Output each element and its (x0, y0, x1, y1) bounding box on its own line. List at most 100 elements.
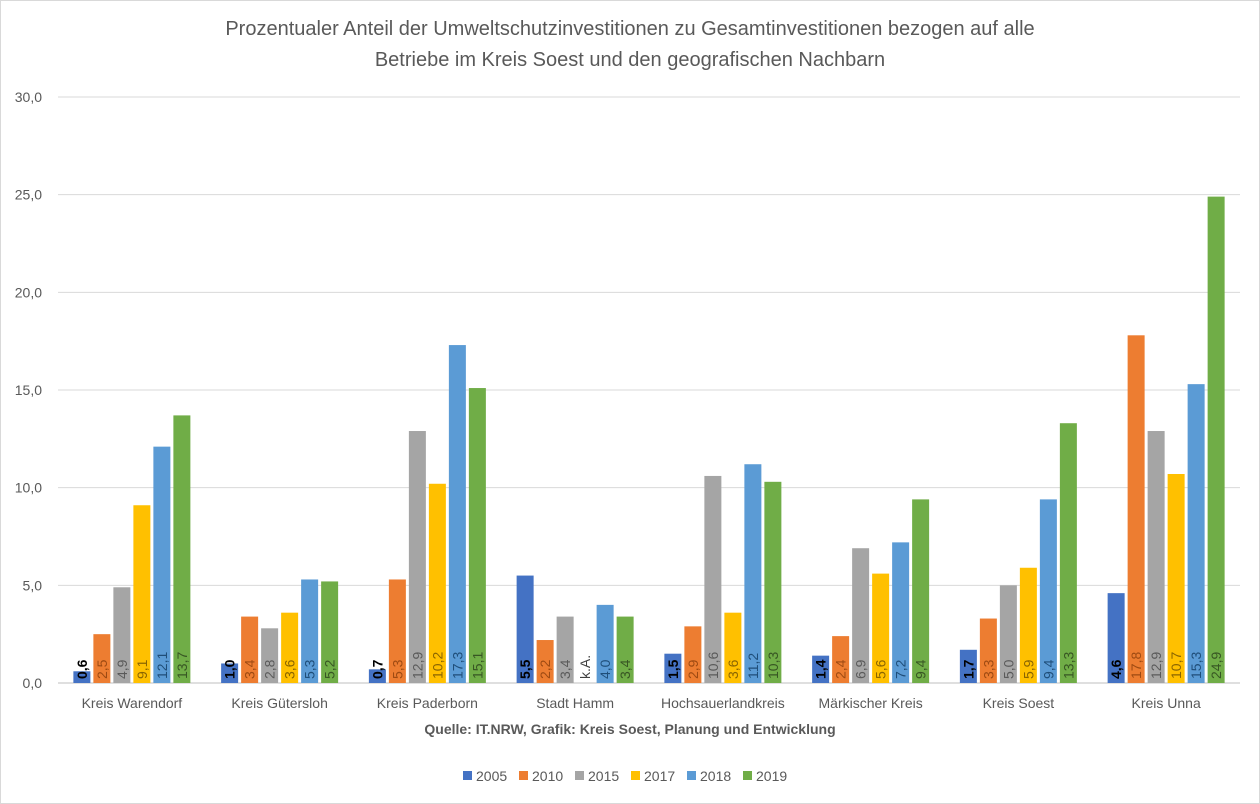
bar-2018 (892, 542, 910, 683)
data-label: 10,6 (705, 652, 721, 679)
bar-2017 (428, 483, 446, 683)
bar-2005 (812, 655, 830, 683)
bar-2019 (1059, 423, 1077, 683)
x-tick-label: Hochsauerlandkreis (661, 695, 785, 711)
data-label: 3,4 (242, 659, 258, 679)
data-label: 2,8 (262, 659, 278, 679)
data-label: 1,4 (813, 659, 829, 679)
y-tick-label: 15,0 (15, 382, 42, 398)
legend-swatch-2017 (631, 771, 640, 780)
data-label: 2,9 (685, 659, 701, 679)
bar-2010 (1127, 335, 1145, 683)
data-label: 10,2 (429, 652, 445, 679)
bar-2010 (93, 634, 111, 683)
x-tick-label: Kreis Soest (983, 695, 1055, 711)
data-label: 5,2 (322, 659, 338, 679)
bar-2017 (1019, 567, 1037, 683)
data-label: 4,0 (597, 659, 613, 679)
data-label: 9,1 (134, 659, 150, 679)
bar-2017 (281, 612, 299, 683)
data-label: 0,6 (74, 659, 90, 679)
data-label: 1,0 (222, 659, 238, 679)
legend-swatch-2010 (519, 771, 528, 780)
y-tick-label: 10,0 (15, 480, 42, 496)
bar-2005 (73, 671, 91, 683)
bar-2019 (764, 481, 782, 683)
data-label: 15,3 (1188, 652, 1204, 679)
bar-2005 (959, 649, 977, 683)
data-label: 17,8 (1128, 652, 1144, 679)
bar-2015 (999, 585, 1017, 683)
data-label: 12,1 (154, 652, 170, 679)
x-tick-label: Kreis Warendorf (82, 695, 183, 711)
bar-2015 (704, 475, 722, 683)
data-label: 3,6 (725, 659, 741, 679)
legend-label: 2015 (588, 768, 619, 784)
legend-label: 2005 (476, 768, 507, 784)
data-label: 11,2 (745, 653, 761, 679)
data-label: 10,3 (765, 652, 781, 679)
bar-2010 (684, 626, 702, 683)
data-label: 2,4 (833, 659, 849, 679)
data-label: 9,4 (1040, 659, 1056, 679)
legend-swatch-2018 (687, 771, 696, 780)
legend-label: 2010 (532, 768, 563, 784)
legend-label: 2017 (644, 768, 675, 784)
y-tick-label: 0,0 (23, 675, 43, 691)
data-label: 15,1 (469, 652, 485, 679)
y-tick-label: 25,0 (15, 187, 42, 203)
data-label: 2,5 (94, 659, 110, 679)
bar-2019 (912, 499, 930, 683)
chart-title-line-2: Betriebe im Kreis Soest und den geografi… (374, 49, 886, 71)
data-label: 2,2 (537, 659, 553, 679)
bar-2010 (388, 579, 406, 683)
bar-2015 (113, 587, 131, 683)
x-tick-label: Stadt Hamm (536, 695, 614, 711)
bar-2015 (852, 548, 870, 683)
bar-2019 (616, 616, 634, 683)
bar-2015 (556, 616, 574, 683)
bar-2018 (596, 604, 614, 683)
legend-swatch-2005 (463, 771, 472, 780)
data-label: 13,7 (174, 652, 190, 679)
data-label: 17,3 (449, 652, 465, 679)
data-label: 5,6 (873, 659, 889, 679)
data-label: 3,4 (617, 659, 633, 679)
data-label: 13,3 (1060, 652, 1076, 679)
data-label: 3,4 (557, 659, 573, 679)
y-tick-label: 20,0 (15, 284, 42, 300)
bar-2005 (664, 653, 682, 683)
bar-2017 (1167, 473, 1185, 683)
bar-2017 (872, 573, 890, 683)
data-label: 5,0 (1000, 659, 1016, 679)
data-label: 1,7 (960, 659, 976, 679)
bar-2018 (1187, 384, 1205, 683)
data-label: 5,3 (389, 659, 405, 679)
data-label: 24,9 (1208, 652, 1224, 679)
legend-swatch-2015 (575, 771, 584, 780)
x-tick-label: Märkischer Kreis (819, 695, 923, 711)
x-tick-label: Kreis Paderborn (377, 695, 478, 711)
bar-2018 (744, 464, 762, 683)
bar-2018 (1039, 499, 1057, 683)
bar-2018 (301, 579, 319, 683)
x-tick-label: Kreis Gütersloh (231, 695, 327, 711)
legend-label: 2019 (756, 768, 787, 784)
data-label: 12,9 (1148, 652, 1164, 679)
data-label: 5,9 (1020, 659, 1036, 679)
data-label: 1,5 (665, 659, 681, 679)
bar-2018 (153, 446, 171, 683)
bar-2005 (221, 663, 239, 683)
bar-2018 (448, 345, 466, 683)
bar-2005 (1107, 593, 1125, 683)
bar-2019 (468, 388, 486, 683)
data-label: 4,6 (1108, 659, 1124, 679)
bar-2017 (724, 612, 742, 683)
bar-2015 (261, 628, 279, 683)
bar-2019 (1207, 196, 1225, 683)
data-label: 5,5 (517, 659, 533, 679)
y-tick-label: 30,0 (15, 89, 42, 105)
bar-2017 (133, 505, 151, 683)
x-tick-label: Kreis Unna (1131, 695, 1200, 711)
